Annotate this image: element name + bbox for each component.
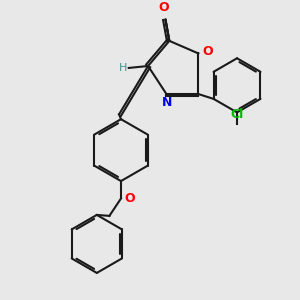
Text: O: O	[158, 1, 169, 14]
Text: N: N	[162, 96, 172, 109]
Text: O: O	[202, 45, 213, 58]
Text: Cl: Cl	[230, 108, 244, 121]
Text: O: O	[125, 192, 136, 205]
Text: H: H	[118, 63, 127, 73]
